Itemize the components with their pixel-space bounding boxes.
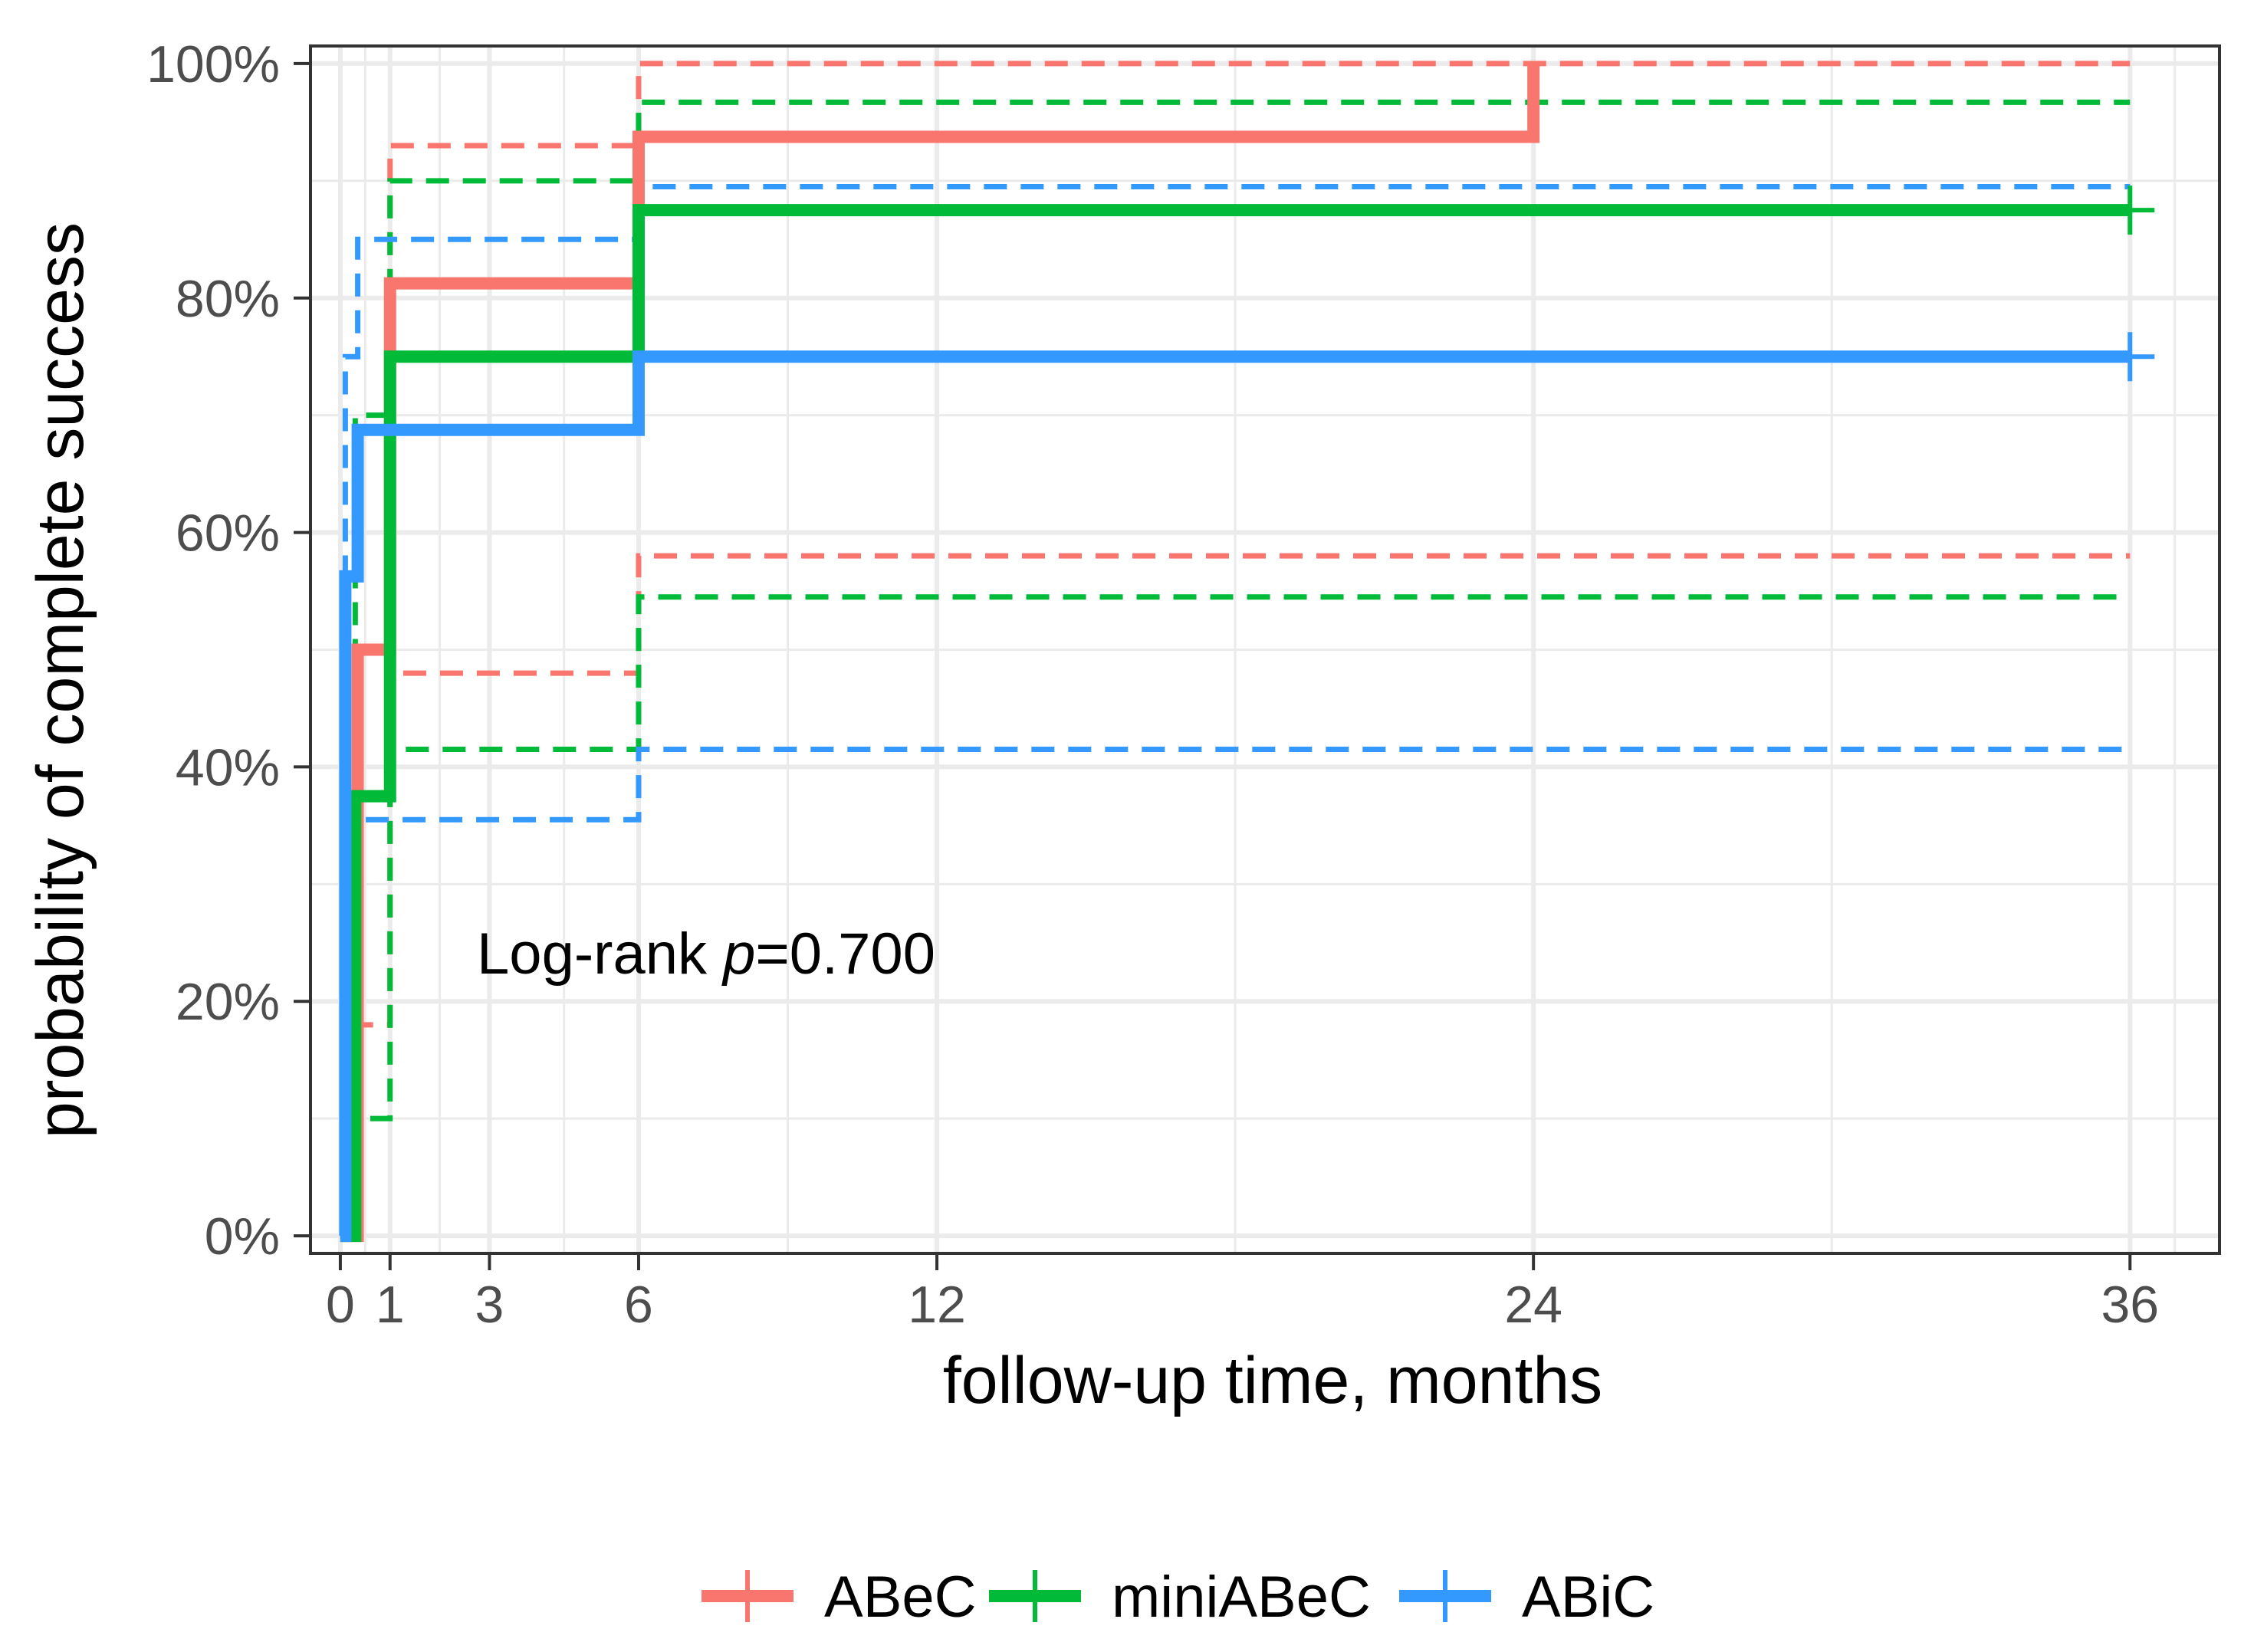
legend-label-miniabec: miniABeC — [1112, 1565, 1371, 1630]
y-tick-label: 20% — [176, 973, 280, 1031]
legend: ABeC miniABeC ABiC — [702, 1565, 1654, 1630]
y-tick-label: 60% — [176, 504, 280, 563]
log-rank-annotation: Log-rank p=0.700 — [477, 921, 935, 987]
y-tick-label: 80% — [176, 270, 280, 328]
x-tick-label: 3 — [475, 1276, 504, 1334]
x-tick-label: 0 — [326, 1276, 355, 1334]
series-line-miniabec — [340, 204, 2131, 1243]
x-tick-label: 36 — [2101, 1276, 2159, 1334]
survival-curves — [339, 63, 2155, 1243]
y-tick-label: 40% — [176, 738, 280, 796]
annotation-prefix: Log-rank — [477, 921, 723, 987]
x-axis-title: follow-up time, months — [943, 1344, 1602, 1417]
legend-label-abec: ABeC — [824, 1565, 977, 1630]
grid-layer — [310, 46, 2220, 1253]
ci-lower-miniabec — [340, 594, 2131, 1239]
annotation-p: p — [721, 921, 755, 987]
y-tick-label: 100% — [146, 35, 280, 94]
x-tick-label: 24 — [1504, 1276, 1562, 1334]
panel-border — [309, 44, 2221, 1255]
y-tick-label: 0% — [205, 1207, 280, 1266]
annotation-value: =0.700 — [755, 921, 935, 987]
x-tick-label: 1 — [376, 1276, 405, 1334]
legend-label-abic: ABiC — [1522, 1565, 1654, 1630]
x-tick-label: 12 — [908, 1276, 966, 1334]
series-line-abic — [339, 350, 2131, 1243]
x-tick-label: 6 — [624, 1276, 653, 1334]
axes: 0%20%40%60%80%100%0 1 3 6 12 24 36 — [146, 35, 2159, 1334]
y-axis-title: probability of complete success — [24, 222, 97, 1138]
